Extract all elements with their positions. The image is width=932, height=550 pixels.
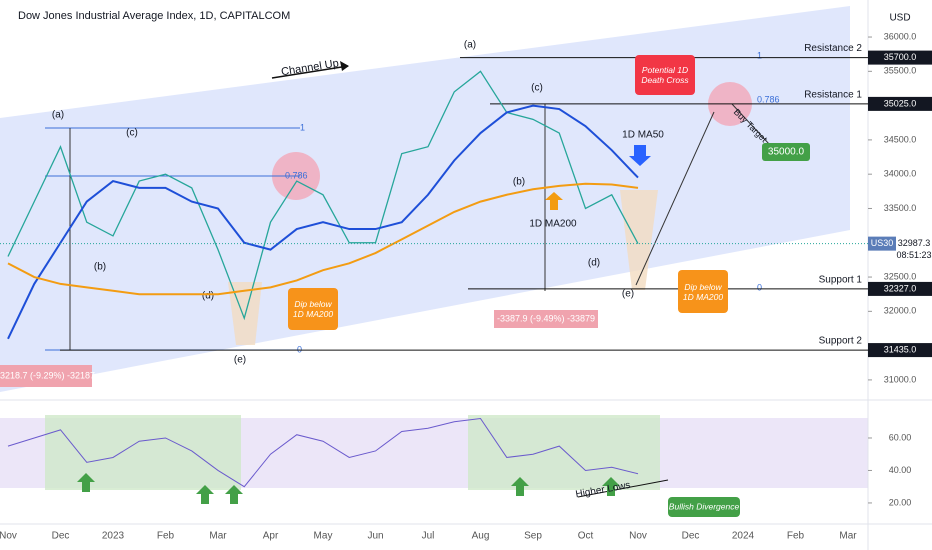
wave-label: (e) bbox=[622, 289, 634, 300]
fib-label: 0.786 bbox=[757, 94, 780, 104]
y-tick-label: 31000.0 bbox=[884, 374, 917, 384]
level-label: 31435.0 bbox=[884, 344, 917, 354]
countdown: 08:51:23 bbox=[896, 250, 931, 260]
up-arrow bbox=[196, 485, 214, 504]
price-line bbox=[7, 70, 639, 321]
target-label: 35000.0 bbox=[768, 147, 805, 158]
y-tick-label: 40.00 bbox=[889, 465, 912, 475]
level-label: 35700.0 bbox=[884, 52, 917, 62]
y-tick-label: 33500.0 bbox=[884, 203, 917, 213]
currency: USD bbox=[889, 13, 910, 24]
rsi-zone bbox=[45, 415, 241, 490]
up-arrow bbox=[602, 477, 620, 496]
x-tick-label: Nov bbox=[629, 531, 647, 542]
up-arrow bbox=[225, 485, 243, 504]
x-tick-label: Jul bbox=[422, 531, 435, 542]
target-arrow bbox=[635, 111, 715, 286]
level-box bbox=[868, 50, 932, 65]
arrow-head bbox=[340, 61, 349, 71]
target-box bbox=[762, 143, 810, 161]
x-tick-label: Dec bbox=[52, 531, 70, 542]
x-tick-label: Aug bbox=[472, 531, 490, 542]
chart-title: Dow Jones Industrial Average Index, 1D, … bbox=[18, 10, 290, 22]
x-tick-label: 2023 bbox=[102, 531, 125, 542]
level-box bbox=[868, 281, 932, 296]
y-tick-label: 20.00 bbox=[889, 497, 912, 507]
x-tick-label: Mar bbox=[839, 531, 857, 542]
level-label: 35025.0 bbox=[884, 98, 917, 108]
measure-label: -3387.9 (-9.49%) -33879 bbox=[497, 313, 595, 323]
y-tick-label: 36000.0 bbox=[884, 31, 917, 41]
level-label: 32327.0 bbox=[884, 283, 917, 293]
fib-label: 1 bbox=[757, 50, 762, 60]
rsi-arrows bbox=[77, 473, 620, 504]
wave-label: (a) bbox=[464, 40, 476, 51]
rsi-zone bbox=[468, 415, 660, 490]
measure-box bbox=[494, 310, 598, 328]
wave-label: (c) bbox=[126, 128, 138, 139]
x-tick-label: Feb bbox=[157, 531, 175, 542]
level-name: Support 1 bbox=[819, 275, 863, 286]
x-tick-label: May bbox=[314, 531, 333, 542]
x-tick-label: Apr bbox=[263, 531, 279, 542]
ma50-arrow bbox=[629, 145, 651, 166]
symbol-box bbox=[868, 236, 896, 251]
x-tick-label: Mar bbox=[209, 531, 227, 542]
level-name: Resistance 1 bbox=[804, 90, 862, 101]
x-tick-label: Feb bbox=[787, 531, 805, 542]
level-box bbox=[868, 96, 932, 111]
x-tick-label: Nov bbox=[0, 531, 17, 542]
measure-label: -3218.7 (-9.29%) -32187 bbox=[0, 370, 95, 380]
rsi-annotation: Bullish Divergence bbox=[669, 501, 740, 511]
wave-label: (c) bbox=[531, 83, 543, 94]
level-box bbox=[868, 343, 932, 358]
y-tick-label: 32000.0 bbox=[884, 306, 917, 316]
ma-label: 1D MA50 bbox=[622, 130, 664, 141]
y-tick-label: 34500.0 bbox=[884, 134, 917, 144]
wave-label: (d) bbox=[588, 258, 600, 269]
wave-label: (e) bbox=[234, 355, 246, 366]
symbol-label: US30 bbox=[871, 238, 894, 248]
fib-label: 0 bbox=[757, 282, 762, 292]
x-tick-label: Sep bbox=[524, 531, 542, 542]
channel-arrow bbox=[271, 65, 349, 79]
rsi-line bbox=[7, 417, 639, 488]
ma-line bbox=[7, 104, 639, 340]
ma-line bbox=[7, 182, 639, 296]
wave-label: (a) bbox=[52, 110, 64, 121]
y-tick-label: 35500.0 bbox=[884, 66, 917, 76]
y-tick-label: 34000.0 bbox=[884, 169, 917, 179]
wave-label: (b) bbox=[513, 177, 525, 188]
measure-box bbox=[0, 365, 92, 387]
x-tick-label: Jun bbox=[367, 531, 383, 542]
x-tick-label: Oct bbox=[578, 531, 594, 542]
up-arrow bbox=[77, 473, 95, 492]
dip-callout: Dip below 1D MA200 bbox=[288, 288, 338, 330]
y-tick-label: 32500.0 bbox=[884, 271, 917, 281]
fib-label: 0.786 bbox=[285, 170, 308, 180]
wave-label: (b) bbox=[94, 262, 106, 273]
ma-label: 1D MA200 bbox=[529, 219, 577, 230]
x-tick-label: 2024 bbox=[732, 531, 755, 542]
death-cross-callout: Potential 1D Death Cross bbox=[635, 55, 695, 95]
wave-label: (d) bbox=[202, 291, 214, 302]
ma200-arrow bbox=[545, 192, 563, 210]
up-arrow bbox=[511, 477, 529, 496]
fib-label: 1 bbox=[300, 122, 305, 132]
divergence-line bbox=[577, 479, 669, 498]
fib-label: 0 bbox=[297, 344, 302, 354]
level-name: Support 2 bbox=[819, 336, 863, 347]
price-label: 32987.3 bbox=[898, 238, 931, 248]
level-name: Resistance 2 bbox=[804, 43, 862, 54]
dip-zone bbox=[620, 190, 658, 290]
y-tick-label: 60.00 bbox=[889, 432, 912, 442]
x-tick-label: Dec bbox=[682, 531, 700, 542]
divergence-box bbox=[668, 497, 740, 517]
dip-callout: Dip below 1D MA200 bbox=[678, 270, 728, 313]
target-line bbox=[731, 103, 771, 146]
